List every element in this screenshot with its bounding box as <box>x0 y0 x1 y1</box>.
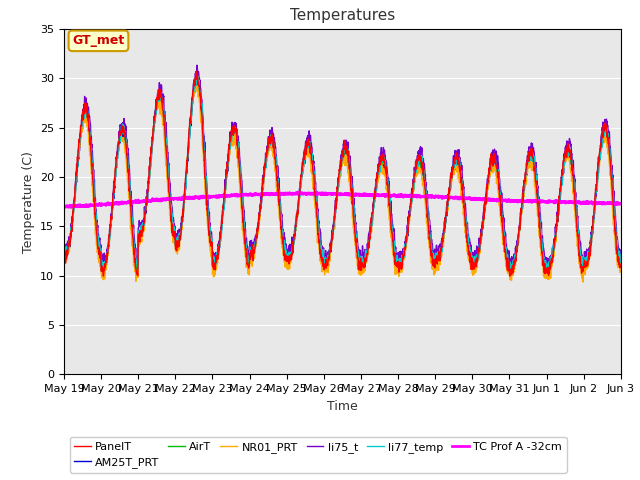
AirT <box>593 182 601 188</box>
li75_t <box>212 250 220 256</box>
Legend: PanelT, AM25T_PRT, AirT, NR01_PRT, li75_t, li77_temp, TC Prof A -32cm: PanelT, AM25T_PRT, AirT, NR01_PRT, li75_… <box>70 437 566 472</box>
Y-axis label: Temperature (C): Temperature (C) <box>22 151 35 252</box>
NR01_PRT <box>593 187 601 192</box>
li77_temp <box>164 159 172 165</box>
li77_temp <box>348 186 356 192</box>
AM25T_PRT <box>60 248 68 254</box>
TC Prof A -32cm <box>212 193 220 199</box>
Text: GT_met: GT_met <box>72 35 125 48</box>
li75_t <box>507 264 515 269</box>
PanelT <box>164 176 172 182</box>
NR01_PRT <box>579 279 587 285</box>
Line: PanelT: PanelT <box>64 72 621 276</box>
Line: AirT: AirT <box>64 75 621 273</box>
AirT <box>212 258 220 264</box>
TC Prof A -32cm <box>406 192 414 198</box>
AirT <box>164 164 172 170</box>
AirT <box>60 251 68 257</box>
PanelT <box>212 259 220 265</box>
PanelT <box>508 267 516 273</box>
Line: AM25T_PRT: AM25T_PRT <box>64 77 621 272</box>
TC Prof A -32cm <box>294 189 302 195</box>
TC Prof A -32cm <box>348 192 356 198</box>
PanelT <box>100 273 108 279</box>
AM25T_PRT <box>508 261 516 267</box>
AirT <box>192 72 200 78</box>
TC Prof A -32cm <box>67 204 75 210</box>
AirT <box>544 270 552 276</box>
TC Prof A -32cm <box>593 201 601 206</box>
AirT <box>617 252 625 258</box>
li75_t <box>193 62 201 68</box>
li75_t <box>617 247 625 253</box>
NR01_PRT <box>348 201 356 206</box>
Title: Temperatures: Temperatures <box>290 9 395 24</box>
PanelT <box>60 256 68 262</box>
TC Prof A -32cm <box>617 201 625 206</box>
NR01_PRT <box>508 270 516 276</box>
AM25T_PRT <box>164 167 172 173</box>
li77_temp <box>593 182 601 188</box>
NR01_PRT <box>406 211 414 217</box>
TC Prof A -32cm <box>508 197 516 203</box>
li75_t <box>60 244 68 250</box>
NR01_PRT <box>164 181 172 187</box>
li75_t <box>348 180 356 185</box>
AM25T_PRT <box>593 181 601 187</box>
Line: li77_temp: li77_temp <box>64 76 621 270</box>
PanelT <box>348 201 356 207</box>
TC Prof A -32cm <box>60 204 68 210</box>
NR01_PRT <box>212 267 220 273</box>
AM25T_PRT <box>617 255 625 261</box>
PanelT <box>406 203 414 209</box>
AirT <box>406 204 414 209</box>
li75_t <box>164 150 172 156</box>
Line: TC Prof A -32cm: TC Prof A -32cm <box>64 192 621 207</box>
li77_temp <box>508 264 516 270</box>
AM25T_PRT <box>194 74 202 80</box>
Line: NR01_PRT: NR01_PRT <box>64 83 621 282</box>
NR01_PRT <box>617 261 625 266</box>
li77_temp <box>193 73 201 79</box>
PanelT <box>593 181 601 187</box>
li77_temp <box>506 267 513 273</box>
X-axis label: Time: Time <box>327 400 358 413</box>
AM25T_PRT <box>406 211 414 217</box>
AM25T_PRT <box>212 258 220 264</box>
li77_temp <box>60 245 68 251</box>
TC Prof A -32cm <box>164 195 172 201</box>
li77_temp <box>406 209 414 215</box>
Line: li75_t: li75_t <box>64 65 621 266</box>
AM25T_PRT <box>348 193 356 199</box>
PanelT <box>192 69 200 74</box>
AM25T_PRT <box>101 269 109 275</box>
AirT <box>348 195 356 201</box>
NR01_PRT <box>60 256 68 262</box>
li75_t <box>508 254 516 260</box>
AirT <box>508 267 516 273</box>
NR01_PRT <box>191 80 199 85</box>
li75_t <box>406 210 414 216</box>
li77_temp <box>212 253 220 259</box>
li75_t <box>593 180 601 186</box>
PanelT <box>617 262 625 268</box>
li77_temp <box>617 252 625 258</box>
